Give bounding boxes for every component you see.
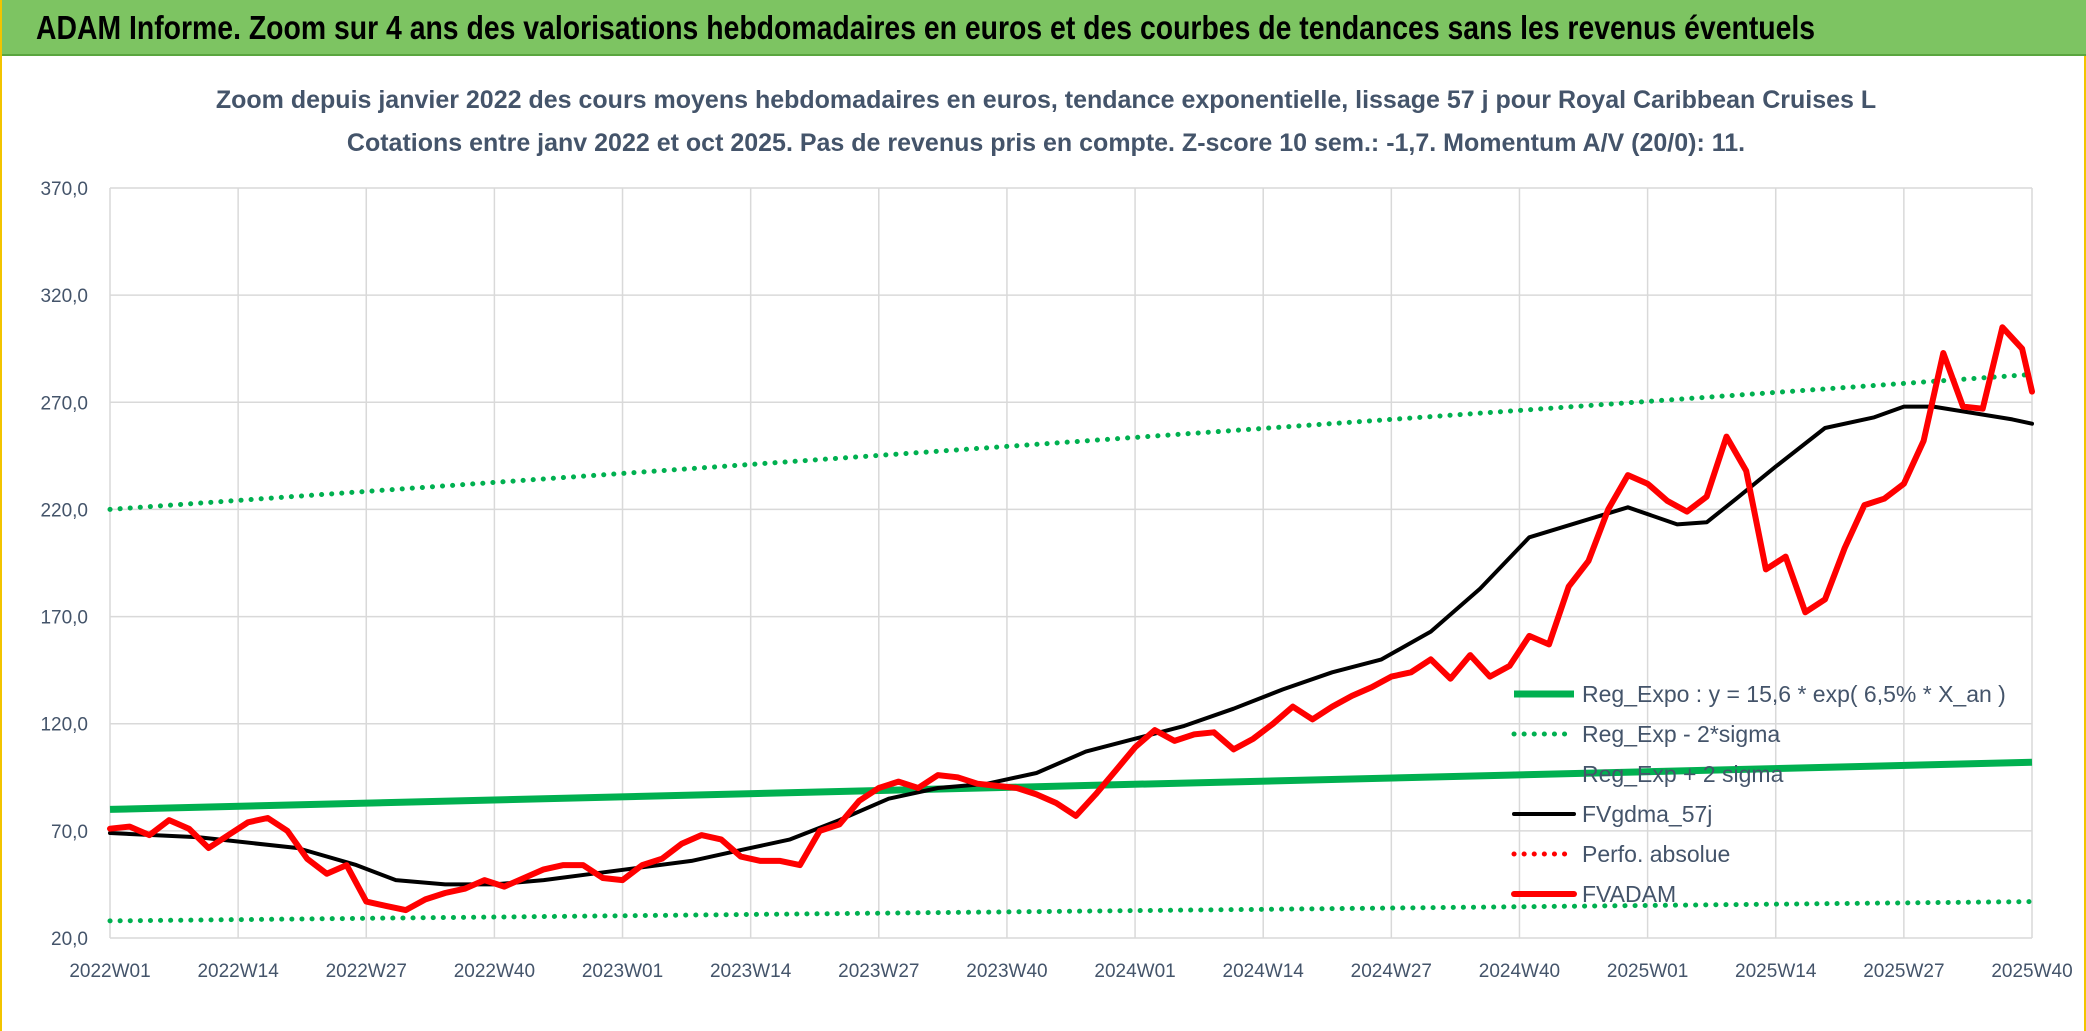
y-tick-label: 20,0 — [51, 929, 88, 950]
y-tick-label: 70,0 — [51, 822, 88, 843]
series-line-reg-exp-2-sigma — [107, 371, 2035, 512]
x-tick-label: 2022W27 — [326, 961, 407, 982]
y-tick-label: 170,0 — [40, 608, 88, 629]
chart-title: Zoom depuis janvier 2022 des cours moyen… — [216, 86, 1876, 114]
report-title: ADAM Informe. Zoom sur 4 ans des valoris… — [36, 9, 1816, 46]
y-tick-label: 370,0 — [40, 179, 88, 200]
series-line-reg-expo-y-15-6-exp-6-5-x-an — [109, 758, 2033, 813]
series-line-fvgdma-57j — [108, 404, 2034, 887]
x-tick-label: 2022W14 — [197, 961, 279, 982]
x-tick-label: 2022W01 — [69, 961, 150, 982]
legend: Reg_Expo : y = 15,6 * exp( 6,5% * X_an )… — [1511, 681, 2006, 907]
y-tick-label: 320,0 — [40, 286, 88, 307]
series-line-fvadam — [107, 324, 2035, 914]
legend-entry-label: Perfo. absolue — [1582, 841, 1730, 867]
x-tick-label: 2022W40 — [454, 961, 535, 982]
legend-entry-label: FVADAM — [1582, 881, 1676, 907]
chart-subtitle: Cotations entre janv 2022 et oct 2025. P… — [347, 129, 1745, 157]
x-tick-label: 2025W27 — [1863, 961, 1944, 982]
y-tick-label: 220,0 — [40, 500, 88, 521]
legend-entry-label: FVgdma_57j — [1582, 801, 1712, 827]
legend-entry-label: Reg_Exp + 2 sigma — [1582, 761, 1784, 787]
series-line-reg-exp-2-sigma — [107, 899, 2035, 924]
y-tick-label: 120,0 — [40, 715, 88, 736]
axis-labels: 370,0 320,0 270,0 220,0 170,0 120,0 70,0 20,0 20… — [40, 179, 2072, 982]
report-banner: ADAM Informe. Zoom sur 4 ans des valoris… — [2, 0, 2086, 56]
x-tick-label: 2024W40 — [1479, 961, 1560, 982]
gridlines — [109, 187, 2033, 939]
x-tick-label: 2023W14 — [710, 961, 792, 982]
x-tick-label: 2024W01 — [1094, 961, 1175, 982]
x-tick-label: 2023W40 — [966, 961, 1047, 982]
y-tick-label: 270,0 — [40, 393, 88, 414]
series-lines — [107, 324, 2035, 924]
x-tick-label: 2025W01 — [1607, 961, 1688, 982]
legend-entry-label: Reg_Exp - 2*sigma — [1582, 721, 1780, 747]
x-tick-label: 2024W27 — [1351, 961, 1432, 982]
legend-entry-label: Reg_Expo : y = 15,6 * exp( 6,5% * X_an ) — [1582, 681, 2006, 707]
x-tick-label: 2025W40 — [1991, 961, 2072, 982]
x-tick-label: 2024W14 — [1223, 961, 1305, 982]
x-tick-label: 2023W27 — [838, 961, 919, 982]
x-tick-label: 2025W14 — [1735, 961, 1817, 982]
x-tick-label: 2023W01 — [582, 961, 663, 982]
